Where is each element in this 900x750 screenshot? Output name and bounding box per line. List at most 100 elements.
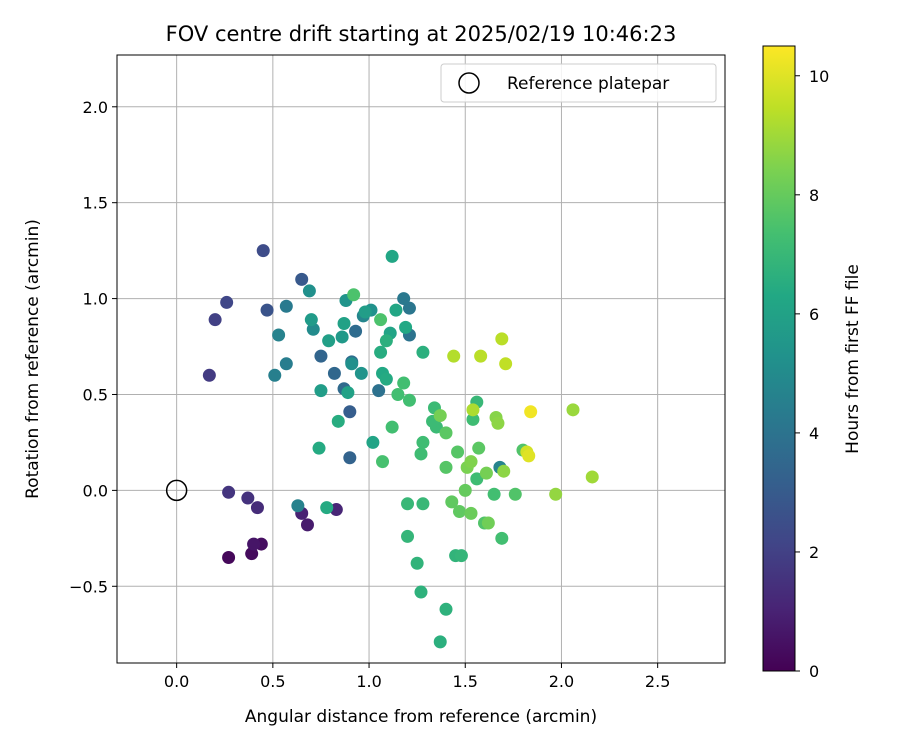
x-tick-label: 1.5 — [453, 672, 478, 691]
y-tick-label: 2.0 — [83, 98, 108, 117]
x-tick-label: 2.0 — [549, 672, 574, 691]
data-point — [549, 487, 563, 501]
data-point — [397, 376, 411, 390]
data-point — [451, 445, 465, 459]
data-point — [458, 483, 472, 497]
data-point — [295, 272, 309, 286]
colorbar-ticks: 0 2 4 6 8 10 — [795, 67, 829, 681]
reference-marker-group — [165, 479, 188, 502]
data-point — [291, 499, 305, 513]
data-point — [329, 503, 343, 517]
data-point — [472, 441, 486, 455]
data-point — [250, 501, 264, 515]
data-point — [447, 349, 461, 363]
data-point — [566, 403, 580, 417]
colorbar-tick-label: 4 — [809, 424, 819, 443]
data-point — [389, 303, 403, 317]
data-point — [495, 332, 509, 346]
data-point — [499, 357, 513, 371]
colorbar-label: Hours from first FF file — [843, 264, 863, 454]
data-point — [464, 506, 478, 520]
colorbar-tick-label: 2 — [809, 543, 819, 562]
data-point — [416, 497, 430, 511]
data-points — [202, 244, 599, 649]
data-point — [524, 405, 538, 419]
colorbar-tick-label: 10 — [809, 67, 829, 86]
data-point — [345, 357, 359, 371]
data-point — [391, 387, 405, 401]
data-point — [247, 537, 261, 551]
y-tick-label: 1.0 — [83, 290, 108, 309]
x-tick-label: 1.0 — [356, 672, 381, 691]
x-axis-ticks: 0.0 0.5 1.0 1.5 2.0 2.5 — [164, 663, 670, 691]
data-point — [452, 504, 466, 518]
reference-platepar-marker — [165, 479, 188, 502]
colorbar-tick-label: 6 — [809, 305, 819, 324]
data-point — [585, 470, 599, 484]
data-point — [208, 313, 222, 327]
data-point — [379, 372, 393, 386]
data-point — [302, 284, 316, 298]
x-axis-label: Angular distance from reference (arcmin) — [245, 707, 597, 727]
data-point — [410, 556, 424, 570]
data-point — [522, 449, 536, 463]
data-point — [279, 299, 293, 313]
data-point — [337, 317, 351, 331]
data-point — [397, 292, 411, 306]
data-point — [241, 491, 255, 505]
data-point — [349, 324, 363, 338]
data-point — [320, 501, 334, 515]
data-point — [374, 313, 388, 327]
data-point — [491, 416, 505, 430]
data-point — [304, 313, 318, 327]
data-point — [202, 368, 216, 382]
x-tick-label: 0.0 — [164, 672, 189, 691]
y-axis-ticks: −0.5 0.0 0.5 1.0 1.5 2.0 — [69, 98, 117, 596]
data-point — [439, 426, 453, 440]
data-point — [414, 447, 428, 461]
data-point — [401, 529, 415, 543]
data-point — [314, 349, 328, 363]
data-point — [343, 451, 357, 465]
data-point — [279, 357, 293, 371]
data-point — [439, 460, 453, 474]
x-tick-label: 0.5 — [260, 672, 285, 691]
data-point — [495, 531, 509, 545]
data-point — [445, 495, 459, 509]
data-point — [416, 435, 430, 449]
data-point — [402, 393, 416, 407]
data-point — [466, 412, 480, 426]
y-tick-label: 0.5 — [83, 385, 108, 404]
legend: Reference platepar — [440, 63, 717, 103]
data-point — [399, 320, 413, 334]
data-point — [376, 455, 390, 469]
data-point — [416, 345, 430, 359]
data-point — [402, 301, 416, 315]
colorbar-tick-label: 8 — [809, 186, 819, 205]
data-point — [343, 405, 357, 419]
y-tick-label: 0.0 — [83, 481, 108, 500]
colorbar-gradient — [762, 45, 796, 672]
y-tick-label: 1.5 — [83, 194, 108, 213]
data-point — [322, 334, 336, 348]
x-tick-label: 2.5 — [645, 672, 670, 691]
data-point — [314, 384, 328, 398]
data-point — [479, 466, 493, 480]
data-point — [256, 244, 270, 258]
legend-marker — [458, 72, 480, 94]
y-tick-label: −0.5 — [69, 577, 108, 596]
data-point — [272, 328, 286, 342]
data-point — [347, 288, 361, 302]
data-point — [335, 330, 349, 344]
data-point — [379, 334, 393, 348]
data-point — [220, 295, 234, 309]
grid-lines — [117, 55, 725, 663]
data-point — [464, 455, 478, 469]
data-point — [454, 549, 468, 563]
data-point — [354, 366, 368, 380]
data-point — [327, 366, 341, 380]
data-point — [474, 349, 488, 363]
data-point — [433, 635, 447, 649]
data-point — [358, 305, 372, 319]
